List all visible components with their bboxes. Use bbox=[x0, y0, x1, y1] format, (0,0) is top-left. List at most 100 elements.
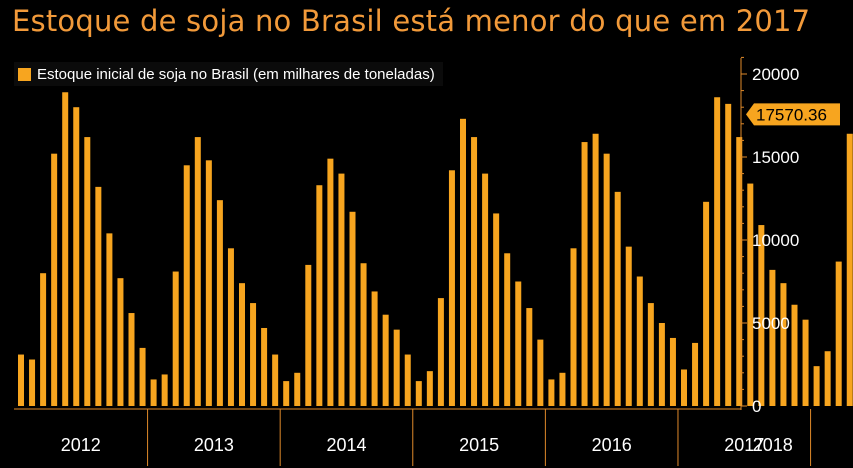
bars-group bbox=[18, 92, 853, 407]
bar bbox=[128, 313, 135, 406]
bar bbox=[338, 173, 345, 406]
bar bbox=[150, 379, 157, 406]
x-year-label: 2016 bbox=[592, 435, 632, 455]
bar bbox=[581, 142, 588, 406]
bar bbox=[515, 281, 522, 406]
legend-swatch bbox=[18, 67, 31, 81]
bar bbox=[294, 372, 301, 406]
y-tick-label: 0 bbox=[752, 397, 761, 416]
bar bbox=[29, 359, 36, 406]
bar bbox=[371, 291, 378, 406]
bar bbox=[250, 303, 257, 406]
bar bbox=[714, 97, 721, 407]
bar bbox=[73, 107, 80, 406]
legend: Estoque inicial de soja no Brasil (em mi… bbox=[14, 62, 443, 86]
bar bbox=[780, 283, 787, 406]
bar bbox=[437, 298, 444, 406]
bar bbox=[51, 153, 58, 406]
x-year-label: 2017 bbox=[724, 435, 764, 455]
bar bbox=[658, 323, 665, 406]
bar bbox=[824, 351, 831, 406]
last-value-badge bbox=[746, 103, 840, 126]
bar bbox=[526, 308, 533, 406]
x-year-label: 2013 bbox=[194, 435, 234, 455]
bar bbox=[692, 342, 699, 406]
y-axis: 0 5000 10000 15000 20000 bbox=[740, 56, 799, 416]
bar bbox=[592, 133, 599, 406]
y-tick-label: 20000 bbox=[752, 65, 799, 84]
bar bbox=[493, 213, 500, 406]
bar bbox=[725, 103, 732, 406]
bar bbox=[846, 133, 853, 406]
bar bbox=[548, 379, 555, 406]
bar bbox=[239, 283, 245, 406]
bar bbox=[393, 329, 400, 406]
bar bbox=[681, 369, 687, 406]
bar bbox=[283, 381, 290, 406]
bar bbox=[703, 201, 710, 406]
bar bbox=[758, 225, 765, 406]
bar bbox=[95, 186, 102, 406]
x-year-label: 2012 bbox=[61, 435, 101, 455]
x-year-label: 2014 bbox=[326, 435, 366, 455]
bar bbox=[791, 304, 798, 406]
bar bbox=[404, 354, 411, 406]
bar bbox=[18, 354, 24, 406]
bar bbox=[161, 374, 168, 406]
y-tick-label: 15000 bbox=[752, 148, 799, 167]
bar bbox=[448, 170, 455, 406]
bar bbox=[261, 327, 268, 406]
bar bbox=[360, 263, 367, 406]
y-tick-label: 5000 bbox=[752, 314, 790, 333]
bar bbox=[84, 137, 91, 406]
bar bbox=[382, 314, 389, 406]
bar bbox=[106, 233, 113, 406]
bar bbox=[603, 153, 610, 406]
bar bbox=[216, 200, 223, 406]
bar bbox=[614, 191, 621, 406]
bar bbox=[460, 118, 466, 406]
bar bbox=[117, 278, 124, 406]
bar bbox=[747, 183, 754, 406]
bar bbox=[669, 337, 676, 406]
bar bbox=[205, 160, 212, 406]
bar bbox=[227, 248, 234, 406]
bar bbox=[183, 165, 190, 406]
y-tick-label: 10000 bbox=[752, 231, 799, 250]
bar bbox=[802, 319, 809, 406]
bar bbox=[736, 137, 743, 406]
x-year-label: 2018 bbox=[753, 435, 793, 455]
bar bbox=[504, 253, 511, 406]
x-year-label: 2015 bbox=[459, 435, 499, 455]
bar bbox=[471, 137, 478, 406]
bar bbox=[349, 211, 356, 406]
bar bbox=[813, 366, 820, 406]
bar bbox=[305, 264, 312, 406]
bar bbox=[647, 303, 654, 406]
bar bbox=[559, 372, 566, 406]
bar bbox=[62, 92, 69, 406]
legend-label: Estoque inicial de soja no Brasil (em mi… bbox=[37, 65, 435, 83]
title-bar: Estoque de soja no Brasil está menor do … bbox=[0, 0, 853, 50]
bar bbox=[194, 137, 201, 406]
bar bbox=[482, 173, 489, 406]
bar bbox=[636, 276, 643, 406]
bar bbox=[835, 261, 842, 406]
bar bbox=[769, 269, 776, 406]
bar bbox=[537, 339, 544, 406]
bar bbox=[327, 158, 334, 406]
bar bbox=[272, 354, 279, 406]
bar bbox=[625, 246, 632, 406]
bar bbox=[570, 248, 577, 406]
last-value-label-group: 17570.36 bbox=[746, 103, 840, 126]
bar bbox=[316, 185, 323, 406]
bar bbox=[139, 347, 146, 406]
last-value-label: 17570.36 bbox=[756, 105, 827, 124]
chart-title: Estoque de soja no Brasil está menor do … bbox=[12, 4, 811, 38]
bar bbox=[40, 273, 47, 406]
bar bbox=[172, 271, 179, 406]
bar bbox=[415, 381, 422, 406]
bar bbox=[426, 371, 433, 406]
